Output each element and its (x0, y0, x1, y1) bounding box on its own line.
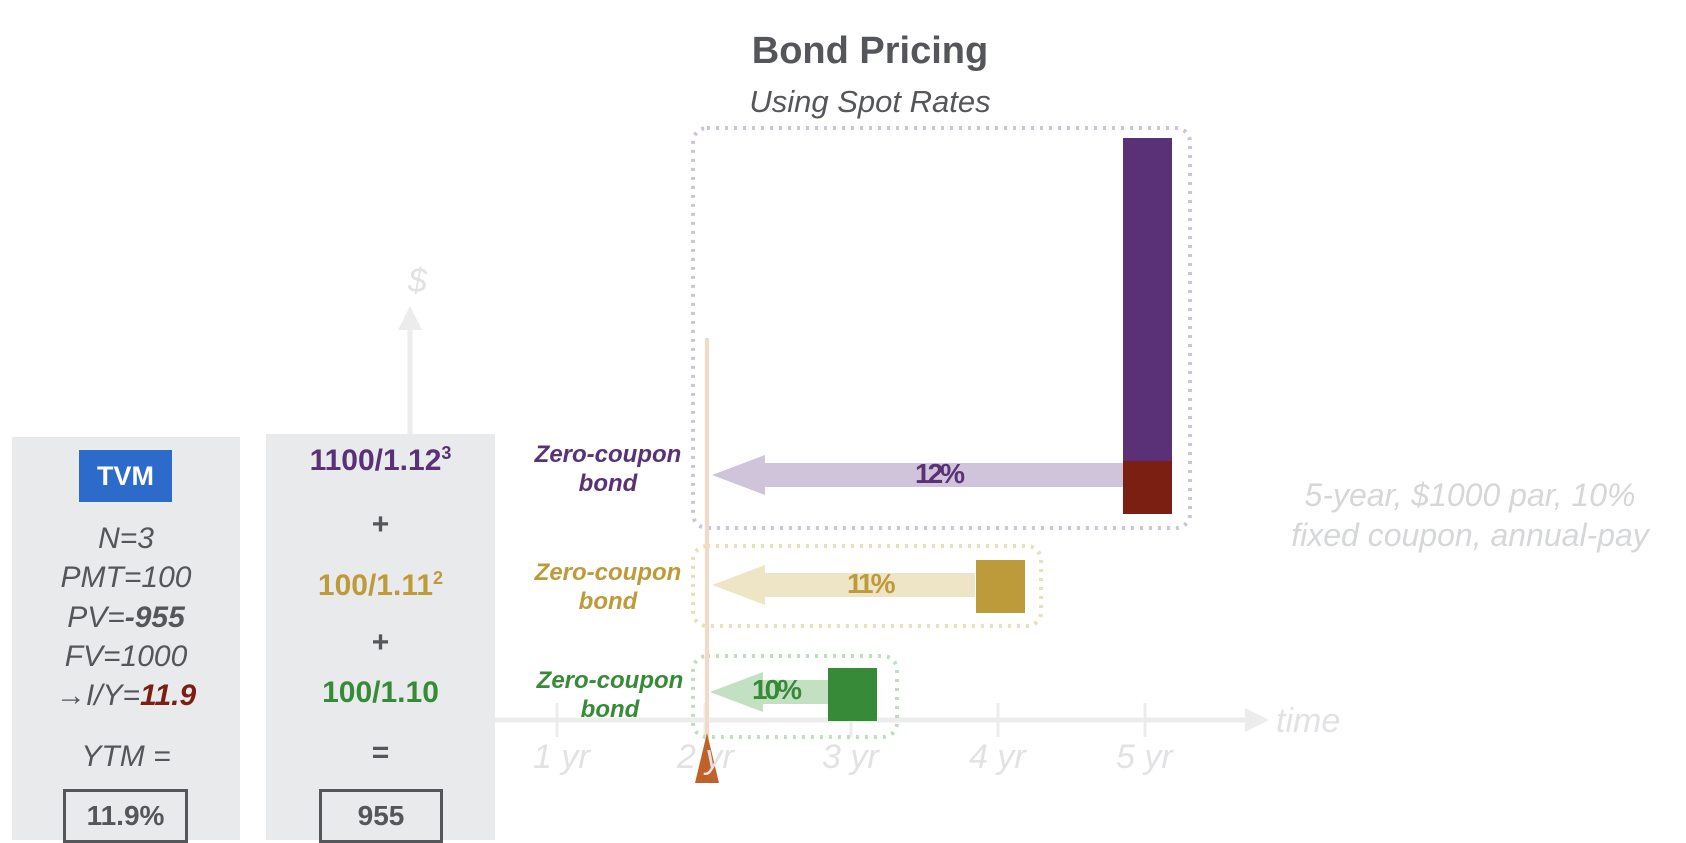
x-tick-label-1: 1 yr (533, 738, 590, 776)
ytm-value-box: 11.9% (63, 789, 188, 843)
pricing-plus-1: + (371, 508, 390, 541)
page-subtitle: Using Spot Rates (749, 84, 991, 119)
purple-group-box (691, 126, 1192, 530)
purple-arrow-shaft (761, 463, 1151, 487)
y-axis-label: $ (408, 262, 427, 300)
zero-coupon-label-gold: Zero-coupon bond (534, 559, 682, 615)
zero-coupon-label-green: Zero-coupon bond (536, 667, 684, 723)
x-axis-label: time (1276, 702, 1341, 740)
purple-rate-label: 12% (915, 458, 965, 489)
red-cashflow-bar (1123, 461, 1172, 514)
pricing-term-1: 100/1.10 (322, 676, 439, 709)
page-title: Bond Pricing (751, 30, 989, 72)
pricing-term-3: 1100/1.123 (309, 443, 452, 477)
gold-rate-label: 11% (847, 568, 895, 599)
bond-description-note: 5-year, $1000 par, 10% fixed coupon, annu… (1291, 477, 1649, 553)
gold-arrow-head (712, 565, 765, 605)
x-tick-label-2: 2 yr (677, 738, 734, 776)
green-rate-label: 10% (752, 674, 802, 705)
purple-arrow-head (712, 455, 765, 495)
tvm-button[interactable]: TVM (79, 450, 172, 502)
gold-arrow-shaft (761, 573, 975, 597)
ytm-label: YTM = (81, 740, 171, 773)
green-arrow-head (710, 672, 763, 712)
tvm-n-line: N=3 (98, 522, 154, 555)
purple-cashflow-bar (1123, 138, 1172, 461)
tvm-pmt-line: PMT=100 (60, 561, 192, 594)
tvm-pv-line: PV=-955 (67, 601, 185, 634)
today-marker (695, 733, 719, 783)
green-group-box (691, 654, 899, 739)
x-tick-label-5: 5 yr (1116, 738, 1173, 776)
pricing-panel (266, 434, 495, 840)
gold-group-box (691, 544, 1043, 628)
tvm-fv-line: FV=1000 (64, 640, 188, 673)
x-axis-arrowhead (1245, 708, 1269, 732)
tvm-iy-line: →I/Y=11.9 (55, 679, 197, 712)
green-arrow-shaft (761, 680, 829, 704)
x-tick-label-3: 3 yr (822, 738, 879, 776)
pricing-equals: = (371, 736, 390, 769)
gold-cashflow-bar (976, 560, 1025, 613)
pricing-term-2: 100/1.112 (317, 568, 444, 602)
tvm-panel (12, 437, 240, 840)
zero-coupon-label-purple: Zero-coupon bond (534, 441, 682, 497)
x-tick-label-4: 4 yr (969, 738, 1026, 776)
green-cashflow-bar (828, 668, 877, 721)
price-value-box: 955 (319, 789, 443, 843)
y-axis-arrowhead (398, 306, 422, 330)
pricing-plus-2: + (371, 626, 390, 659)
